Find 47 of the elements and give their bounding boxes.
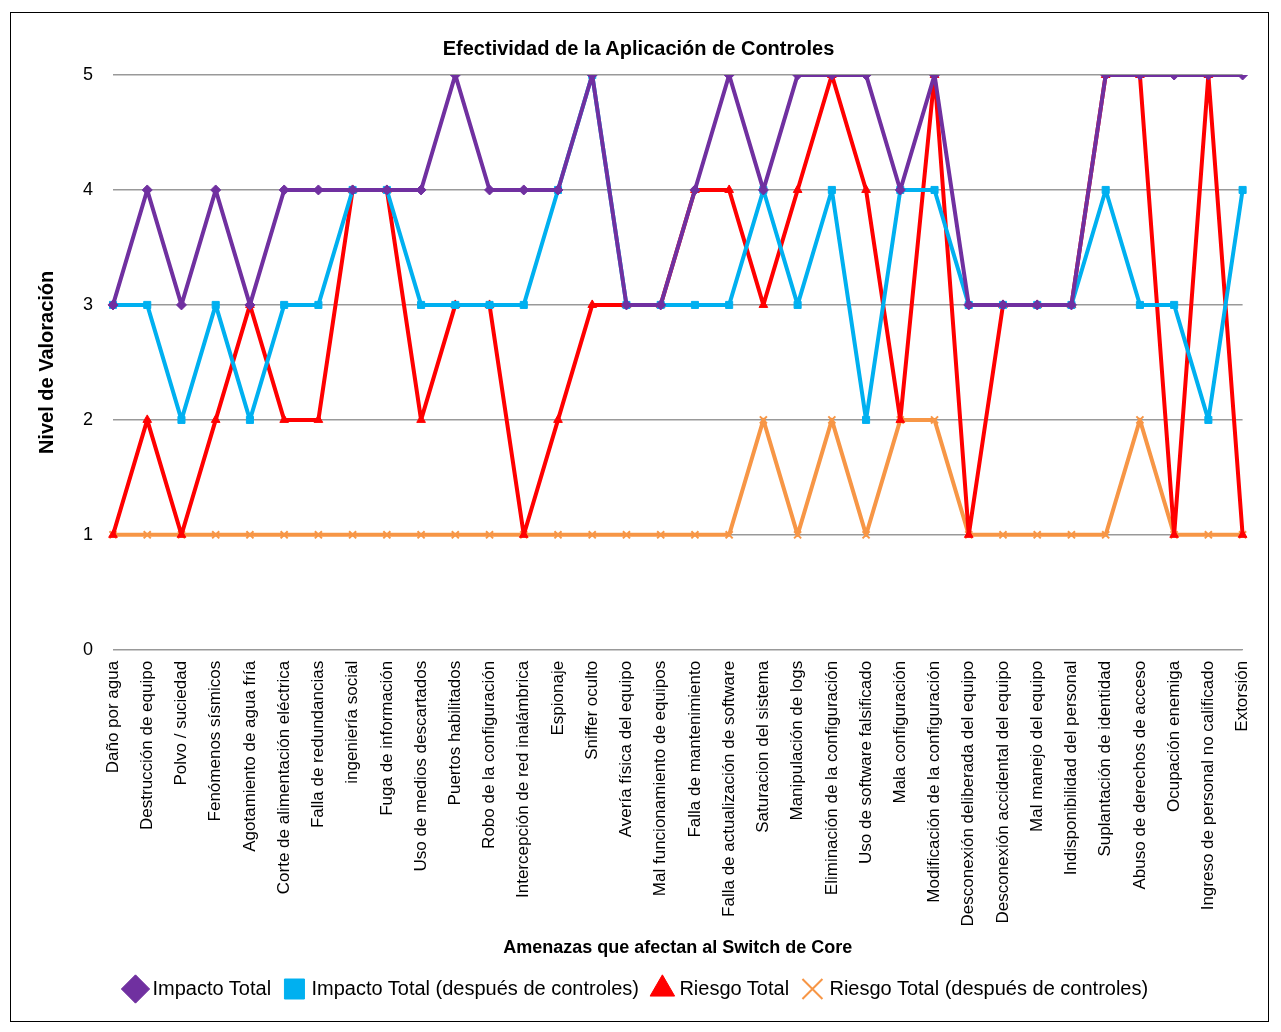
x-tick-label: Mala configuración <box>889 660 909 804</box>
chart-title: Efectividad de la Aplicación de Controles <box>442 36 835 59</box>
x-tick-label: Agotamiento de agua fría <box>239 660 259 852</box>
x-tick-label: Sniffer oculto <box>581 660 601 760</box>
x-tick-label: Puertos habilitados <box>445 660 464 806</box>
y-tick-label: 2 <box>83 408 94 429</box>
legend-label: Riesgo Total (después de controles) <box>829 976 1149 999</box>
x-tick-label: Destrucción de equipo <box>136 660 156 830</box>
x-tick-label: Modificación de la configuración <box>924 660 944 903</box>
legend-label: Impacto Total (después de controles) <box>311 976 640 999</box>
x-tick-label: Avería física del equipo <box>616 660 636 838</box>
x-tick-label: Mal manejo del equipo <box>1026 660 1046 832</box>
x-tick-label: Polvo / suciedad <box>171 660 191 786</box>
x-tick-label: Falla de mantenimiento <box>684 660 704 838</box>
y-tick-label: 0 <box>83 638 94 659</box>
x-tick-label: Eliminación de la configuración <box>821 660 841 896</box>
x-tick-label: Extorsión <box>1232 660 1252 732</box>
x-tick-label: Fenómenos sísmicos <box>205 660 225 822</box>
y-axis-title: Nivel de Valoración <box>34 270 57 455</box>
y-tick-label: 5 <box>83 63 94 84</box>
x-tick-label: Intercepción de red inalámbrica <box>513 660 533 898</box>
x-axis-title: Amenazas que afectan al Switch de Core <box>503 937 853 958</box>
x-tick-label: Espionaje <box>547 660 567 736</box>
legend-label: Riesgo Total <box>679 976 790 999</box>
x-tick-label: ingeniería social <box>342 660 362 784</box>
x-tick-label: Falla de actualización de software <box>718 660 738 917</box>
x-tick-label: Desconexión deliberada del equipo <box>958 660 978 927</box>
x-tick-label: Uso de software falsificado <box>855 660 875 864</box>
legend-label: Impacto Total <box>152 976 272 999</box>
x-tick-label: Ocupación enemiga <box>1163 660 1183 813</box>
x-tick-label: Indisponibilidad del personal <box>1061 660 1081 876</box>
y-tick-label: 3 <box>83 293 94 314</box>
x-tick-label: Ingreso de personal no calificado <box>1198 660 1218 911</box>
x-tick-label: Fuga de información <box>376 660 396 816</box>
x-tick-label: Robo de la configuración <box>479 660 499 849</box>
x-tick-label: Uso de medios descartados <box>410 660 430 872</box>
x-tick-label: Saturacion del sistema <box>753 660 773 833</box>
x-tick-label: Daño por agua <box>102 660 122 774</box>
x-tick-label: Suplantación de identidad <box>1095 660 1115 857</box>
x-tick-label: Mal funcionamiento de equipos <box>650 660 670 897</box>
x-tick-label: Falla de redundancias <box>308 660 328 829</box>
x-tick-label: Desconexión accidental del equipo <box>992 660 1012 924</box>
y-tick-label: 4 <box>83 178 94 199</box>
y-tick-label: 1 <box>83 523 94 544</box>
x-tick-label: Abuso de derechos de acceso <box>1129 660 1149 890</box>
x-tick-label: Manipulación de logs <box>787 660 807 821</box>
x-tick-label: Corte de alimentación eléctrica <box>273 660 293 895</box>
